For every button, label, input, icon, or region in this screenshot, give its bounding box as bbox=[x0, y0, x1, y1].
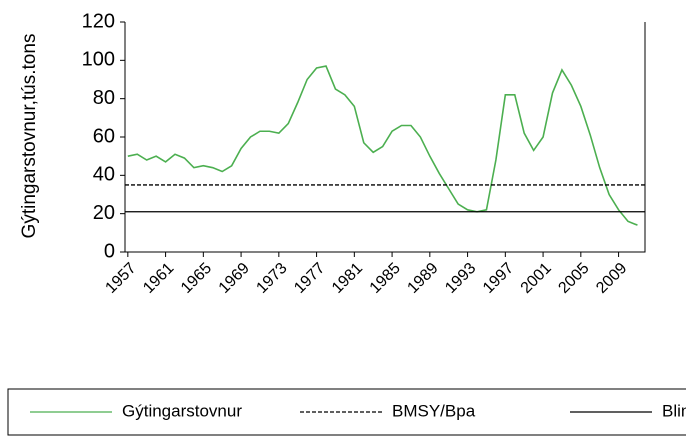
legend-label: Gýtingarstovnur bbox=[122, 401, 242, 420]
x-tick-label: 2009 bbox=[593, 260, 630, 297]
x-tick-label: 1997 bbox=[480, 260, 517, 297]
legend-box bbox=[7, 388, 686, 436]
legend-label: Blim bbox=[662, 401, 686, 420]
x-tick-label: 1993 bbox=[442, 260, 479, 297]
y-tick-label: 60 bbox=[93, 125, 115, 147]
x-tick-label: 2001 bbox=[518, 260, 555, 297]
axes bbox=[124, 22, 646, 253]
x-tick-label: 2005 bbox=[555, 260, 592, 297]
y-tick-label: 40 bbox=[93, 164, 115, 186]
y-tick-label: 20 bbox=[93, 202, 115, 224]
x-tick-label: 1961 bbox=[140, 260, 177, 297]
y-tick-label: 100 bbox=[82, 49, 115, 71]
x-tick-label: 1989 bbox=[404, 260, 441, 297]
x-tick-label: 1973 bbox=[253, 260, 290, 297]
x-tick-label: 1977 bbox=[291, 260, 328, 297]
y-tick-label: 120 bbox=[82, 10, 115, 32]
x-tick-label: 1985 bbox=[367, 260, 404, 297]
y-axis-title: Gýtingarstovnur,tús.tons bbox=[19, 34, 40, 239]
data-line bbox=[127, 65, 638, 226]
x-tick-label: 1957 bbox=[102, 260, 139, 297]
y-tick-label: 80 bbox=[93, 87, 115, 109]
legend-label: BMSY/Bpa bbox=[392, 401, 476, 420]
x-tick-label: 1969 bbox=[216, 260, 253, 297]
x-tick-label: 1965 bbox=[178, 260, 215, 297]
y-tick-label: 0 bbox=[104, 240, 115, 262]
x-tick-label: 1981 bbox=[329, 260, 366, 297]
